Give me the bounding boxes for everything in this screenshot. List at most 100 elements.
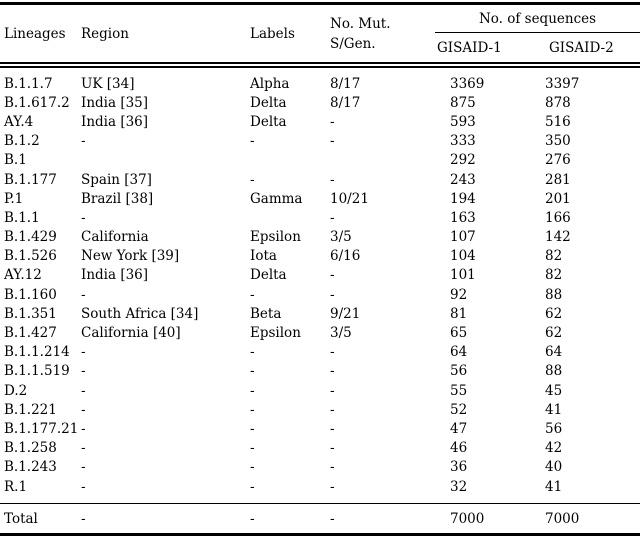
gisaid-2-value: 88 <box>545 363 563 380</box>
label-cell: - <box>250 344 255 361</box>
lineage-cell: P.1 <box>4 190 24 207</box>
gisaid-2-value: 516 <box>545 113 571 130</box>
gisaid-1-value: 56 <box>450 363 468 380</box>
region-cell: - <box>81 209 86 226</box>
lineage-cell: AY.4 <box>4 113 34 130</box>
lineage-cell: B.1.177.21 <box>4 420 79 437</box>
gisaid-1-value: 92 <box>450 286 468 303</box>
region-cell: California [40] <box>81 325 181 342</box>
no-mut-cell: - <box>330 344 335 361</box>
gisaid-1-value: 194 <box>450 190 476 207</box>
region-cell: - <box>81 440 86 457</box>
region-cell: - <box>81 286 86 303</box>
lineage-cell: B.1.1.7 <box>4 75 53 92</box>
column-header-labels: Labels <box>250 3 330 68</box>
gisaid-1-value: 65 <box>450 325 468 342</box>
no-mut-cell: - <box>330 420 335 437</box>
region-cell: - <box>81 382 86 399</box>
label-cell: Epsilon <box>250 229 301 246</box>
lineage-cell: B.1.351 <box>4 305 57 322</box>
label-cell: - <box>250 401 255 418</box>
lineage-cell: B.1.429 <box>4 229 57 246</box>
table-row: B.1.177 Spain [37] - - 243 281 <box>0 170 640 189</box>
region-cell: South Africa [34] <box>81 305 199 322</box>
label-cell: Alpha <box>250 75 290 92</box>
table-row: B.1.526 New York [39] Iota 6/16 104 82 <box>0 247 640 266</box>
gisaid-2-value: 64 <box>545 344 563 361</box>
gisaid-1-value: 163 <box>450 209 476 226</box>
table-row: B.1.221 - - - 52 41 <box>0 400 640 419</box>
gisaid-2-value: 201 <box>545 190 571 207</box>
no-mut-cell: - <box>330 133 335 150</box>
table-row: AY.4 India [36] Delta - 593 516 <box>0 112 640 131</box>
gisaid-1-value: 104 <box>450 248 476 265</box>
total-region-cell: - <box>77 503 250 535</box>
total-label: Total <box>0 503 77 535</box>
gisaid-2-value: 56 <box>545 420 563 437</box>
total-gisaid-2-value: 7000 <box>540 503 640 535</box>
gisaid-1-value: 46 <box>450 440 468 457</box>
table-row: B.1 292 276 <box>0 151 640 170</box>
lineage-cell: B.1.258 <box>4 440 57 457</box>
label-cell: Epsilon <box>250 325 301 342</box>
lineage-cell: AY.12 <box>4 267 42 284</box>
label-cell: - <box>250 440 255 457</box>
region-cell: - <box>81 133 86 150</box>
no-mut-cell: - <box>330 459 335 476</box>
gisaid-1-value: 47 <box>450 420 468 437</box>
gisaid-2-value: 41 <box>545 401 563 418</box>
label-cell: Delta <box>250 94 287 111</box>
no-mut-cell: - <box>330 209 335 226</box>
no-mut-cell: - <box>330 401 335 418</box>
gisaid-2-value: 40 <box>545 459 563 476</box>
label-cell: Beta <box>250 305 282 322</box>
total-row: Total - - - 7000 7000 <box>0 503 640 535</box>
label-cell: - <box>250 420 255 437</box>
lineage-cell: R.1 <box>4 478 28 495</box>
total-gisaid-1-value: 7000 <box>435 503 540 535</box>
region-cell: - <box>81 420 86 437</box>
lineage-cell: B.1.1 <box>4 209 40 226</box>
gisaid-2-value: 62 <box>545 305 563 322</box>
region-cell: India [36] <box>81 113 149 130</box>
total-labels-cell: - <box>250 503 330 535</box>
header-row-1: Lineages Region Labels No. Mut. S/Gen. No… <box>0 3 640 68</box>
region-cell: - <box>81 363 86 380</box>
label-cell: Gamma <box>250 190 303 207</box>
label-cell: - <box>250 171 255 188</box>
lineage-cell: B.1.1.519 <box>4 363 70 380</box>
region-cell <box>77 151 250 170</box>
label-cell: Iota <box>250 248 277 265</box>
lineage-cell: B.1.1.214 <box>4 344 70 361</box>
table-header: Lineages Region Labels No. Mut. S/Gen. No… <box>0 3 640 68</box>
lineage-cell: B.1 <box>4 152 27 169</box>
no-mut-cell: 8/17 <box>330 94 361 111</box>
no-mut-cell: - <box>330 113 335 130</box>
gisaid-1-value: 52 <box>450 401 468 418</box>
table-row: B.1.258 - - - 46 42 <box>0 439 640 458</box>
gisaid-2-value: 878 <box>545 94 571 111</box>
table-row: B.1.1.7 UK [34] Alpha 8/17 3369 3397 <box>0 65 640 93</box>
table-body: B.1.1.7 UK [34] Alpha 8/17 3369 3397 B.1.617.2… <box>0 65 640 504</box>
no-mut-cell: - <box>330 267 335 284</box>
gisaid-2-value: 41 <box>545 478 563 495</box>
no-mut-cell <box>330 151 435 170</box>
no-mut-cell: 9/21 <box>330 305 361 322</box>
gisaid-1-value: 36 <box>450 459 468 476</box>
label-cell: - <box>250 133 255 150</box>
column-header-gisaid-2: GISAID-2 <box>540 32 640 68</box>
no-mut-line1: No. Mut. <box>330 16 391 32</box>
total-no-mut-cell: - <box>330 503 435 535</box>
lineage-cell: B.1.243 <box>4 459 57 476</box>
table-row: AY.12 India [36] Delta - 101 82 <box>0 266 640 285</box>
region-cell: - <box>81 459 86 476</box>
no-mut-cell: - <box>330 286 335 303</box>
column-header-lineages: Lineages <box>0 3 77 68</box>
gisaid-1-value: 3369 <box>450 75 485 92</box>
label-cell: - <box>250 478 255 495</box>
label-cell: - <box>250 286 255 303</box>
gisaid-1-value: 32 <box>450 478 468 495</box>
lineage-cell: B.1.526 <box>4 248 57 265</box>
